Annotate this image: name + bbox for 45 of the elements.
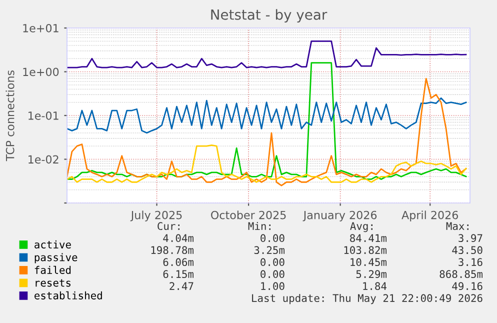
text: 2.47: [170, 282, 194, 290]
text: 3.25m: [254, 246, 285, 254]
x-tick-label: April 2026: [402, 210, 458, 222]
line-series: [67, 78, 467, 186]
line-series: [67, 97, 467, 134]
y-axis-title: TCP connections: [6, 70, 14, 162]
y-tick-label: 1e+00: [23, 68, 59, 76]
legend-label: failed: [34, 266, 71, 274]
text: 198.78m: [151, 246, 194, 254]
x-tick-label: January 2026: [302, 210, 377, 222]
y-tick-label: 1e-01: [28, 111, 58, 120]
text: 0.00: [260, 234, 284, 242]
text: 49.16: [452, 282, 482, 290]
text: 4.04m: [163, 234, 194, 242]
text: 84.41m: [350, 234, 387, 242]
y-tick-label: 1e+01: [23, 24, 58, 32]
legend-label: active: [34, 240, 71, 248]
chart-title: Netstat - by year: [211, 9, 328, 23]
text: 1.00: [261, 282, 284, 290]
y-tick-label: 1e-02: [28, 155, 58, 164]
text: Last update: Thu May 21 22:00:49 2026: [252, 294, 482, 304]
legend-label: passive: [34, 253, 78, 264]
x-tick-label: July 2025: [130, 210, 182, 222]
text: Min:: [248, 222, 270, 230]
text: Cur:: [158, 222, 180, 230]
text: 3.97: [458, 234, 482, 242]
legend-label: established: [34, 291, 102, 300]
text: Max:: [446, 222, 468, 230]
text: 0.00: [260, 270, 284, 278]
line-series: [67, 144, 467, 183]
text: 43.50: [452, 246, 482, 254]
text: 3.16: [458, 258, 482, 266]
text: 10.45m: [350, 258, 387, 266]
text: 6.15m: [163, 270, 194, 278]
text: 1.84: [363, 282, 387, 290]
text: 868.85m: [440, 270, 483, 278]
text: 6.06m: [163, 258, 194, 266]
line-series: [67, 62, 467, 180]
text: Avg:: [350, 222, 372, 232]
text: 0.00: [260, 258, 284, 266]
legend-label: resets: [36, 279, 70, 287]
text: 103.82m: [344, 246, 387, 254]
text: 5.29m: [356, 270, 387, 278]
line-series: [67, 40, 467, 68]
x-tick-label: October 2025: [211, 210, 286, 220]
